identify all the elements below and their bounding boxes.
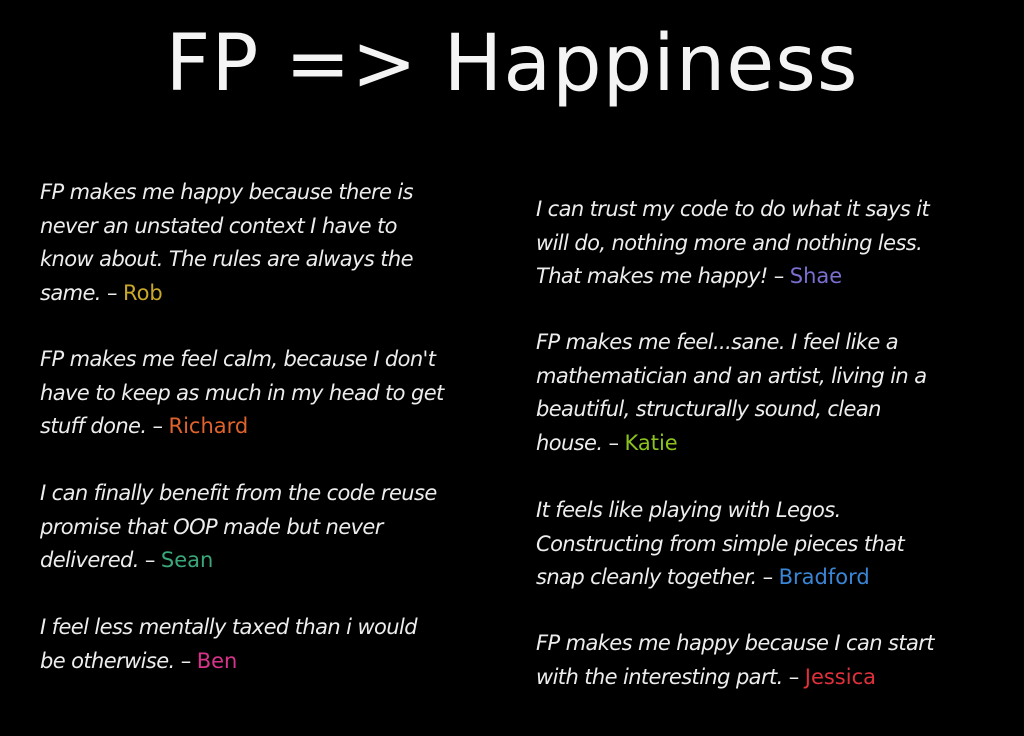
quote-author: Ben	[196, 648, 238, 673]
quote-line: That makes me happy!	[536, 264, 768, 288]
quote-line: FP makes me happy because there is	[40, 180, 414, 204]
quote-line: FP makes me happy because I can start	[536, 631, 935, 655]
quote-line: know about. The rules are always the	[40, 247, 414, 271]
quote-line: beautiful, structurally sound, clean	[536, 397, 881, 421]
quote-line: Constructing from simple pieces that	[536, 531, 905, 556]
quote-ben: I feel less mentally taxed than i would …	[40, 611, 418, 678]
quote-separator: –	[762, 565, 774, 589]
quote-rob: FP makes me happy because there is never…	[40, 176, 414, 310]
quote-line: have to keep as much in my head to get	[40, 380, 444, 405]
quote-author: Rob	[122, 280, 163, 305]
quote-line: stuff done.	[40, 414, 147, 438]
quote-author: Sean	[160, 548, 214, 572]
quote-line: snap cleanly together.	[536, 565, 757, 589]
quote-separator: –	[144, 548, 156, 572]
quote-line: I can trust my code to do what it says i…	[536, 197, 930, 221]
quote-line: FP makes me feel...sane. I feel like a	[536, 330, 899, 354]
quote-author: Katie	[624, 430, 678, 455]
quote-author: Jessica	[804, 664, 876, 689]
quote-line: will do, nothing more and nothing less.	[536, 230, 923, 255]
quote-separator: –	[773, 264, 785, 288]
quote-richard: FP makes me feel calm, because I don't h…	[40, 343, 444, 444]
quote-line: It feels like playing with Legos.	[536, 498, 841, 522]
quote-author: Bradford	[778, 565, 870, 589]
quote-separator: –	[608, 430, 619, 455]
quote-line: same.	[40, 280, 101, 305]
quote-line: I can finally benefit from the code reus…	[40, 481, 437, 505]
quote-shae: I can trust my code to do what it says i…	[536, 193, 930, 294]
quote-line: I feel less mentally taxed than i would	[40, 615, 418, 639]
quote-line: house.	[536, 430, 603, 455]
quote-line: be otherwise.	[40, 648, 175, 673]
quote-line: with the interesting part.	[536, 664, 783, 689]
quote-separator: –	[788, 664, 800, 689]
quote-line: never an unstated context I have to	[40, 213, 398, 238]
quote-separator: –	[180, 648, 192, 673]
quote-jessica: FP makes me happy because I can start wi…	[536, 627, 935, 694]
quote-line: mathematician and an artist, living in a	[536, 363, 927, 388]
quote-separator: –	[106, 280, 118, 305]
quote-sean: I can finally benefit from the code reus…	[40, 477, 437, 578]
quote-bradford: It feels like playing with Legos. Constr…	[536, 494, 905, 595]
slide-title: FP => Happiness	[165, 19, 859, 109]
quote-author: Shae	[789, 264, 843, 288]
quote-author: Richard	[168, 414, 249, 438]
quote-katie: FP makes me feel...sane. I feel like a m…	[536, 326, 927, 460]
quote-line: promise that OOP made but never	[40, 514, 383, 539]
quote-separator: –	[152, 414, 164, 438]
quote-line: FP makes me feel calm, because I don't	[40, 347, 436, 371]
quote-line: delivered.	[40, 548, 139, 572]
